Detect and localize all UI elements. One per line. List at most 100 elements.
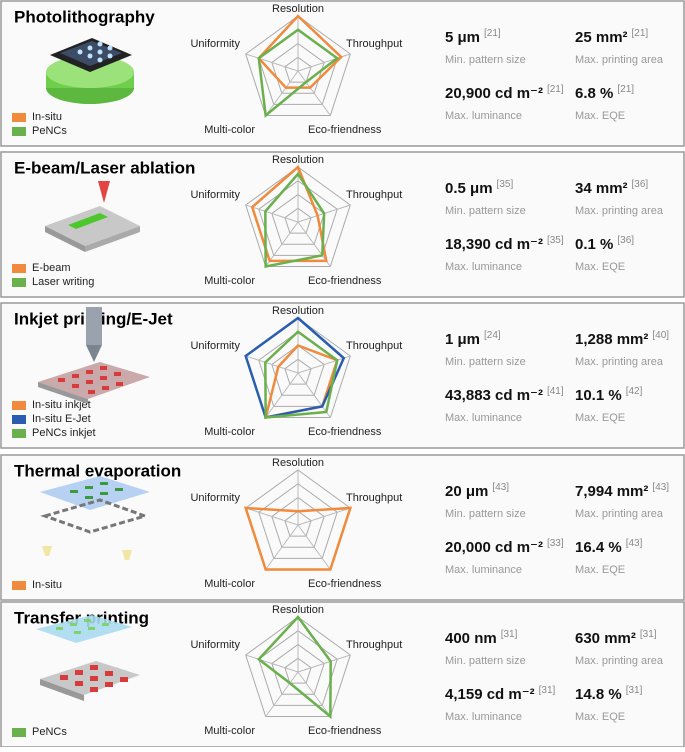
legend-label: Laser writing	[32, 276, 94, 288]
legend-label: In-situ	[32, 579, 62, 591]
axis-label: Uniformity	[190, 492, 240, 504]
axis-label: Eco-friendness	[308, 426, 382, 438]
axis-label: Eco-friendness	[308, 124, 382, 136]
axis-spoke	[297, 671, 331, 717]
legend-label: PeNCs	[32, 726, 67, 738]
axis-spoke	[297, 654, 351, 673]
metric-value: 0.1 % [36]	[575, 235, 634, 253]
illustration	[36, 615, 140, 701]
axis-label: Multi-color	[204, 124, 255, 136]
metric-label: Max. printing area	[575, 205, 664, 217]
grid-ring	[245, 616, 351, 717]
metric-ref: [42]	[626, 386, 643, 397]
metric-value: 43,883 cd m⁻² [41]	[445, 386, 564, 404]
metric-ref: [31]	[626, 685, 643, 696]
axis-spoke	[297, 70, 331, 116]
axis-spoke	[265, 70, 299, 116]
metric-number: 630 mm²	[575, 630, 636, 647]
metric-ref: [24]	[484, 330, 501, 341]
illustration	[38, 307, 150, 404]
grid-ring	[271, 496, 325, 548]
grid-ring	[245, 15, 351, 116]
metric-label: Max. luminance	[445, 261, 522, 273]
grid-ring	[271, 643, 325, 695]
metric-value: 1,288 mm² [40]	[575, 330, 669, 348]
legend-swatch	[12, 429, 26, 438]
axis-label: Multi-color	[204, 725, 255, 737]
metric-number: 5 μm	[445, 29, 480, 46]
grid-ring	[245, 166, 351, 267]
panel-title: Thermal evaporation	[14, 461, 181, 480]
metric-label: Max. EQE	[575, 110, 625, 122]
metric-value: 16.4 % [43]	[575, 538, 643, 556]
metric-value: 20 μm [43]	[445, 482, 509, 500]
radar-series	[257, 28, 340, 118]
metric-number: 43,883 cd m⁻²	[445, 387, 543, 404]
radar-series	[264, 330, 339, 419]
axis-spoke	[297, 524, 331, 570]
axis-label: Eco-friendness	[308, 725, 382, 737]
axis-spoke	[265, 671, 299, 717]
metric-ref: [21]	[547, 84, 564, 95]
metric-number: 0.1 %	[575, 236, 613, 253]
axis-label: Eco-friendness	[308, 275, 382, 287]
metric-ref: [43]	[652, 482, 669, 493]
axis-label: Throughput	[346, 492, 402, 504]
illustration	[46, 38, 134, 104]
axis-label: Throughput	[346, 340, 402, 352]
grid-ring	[271, 193, 325, 245]
metric-label: Max. EQE	[575, 261, 625, 273]
panel-title: E-beam/Laser ablation	[14, 158, 195, 177]
metric-value: 10.1 % [42]	[575, 386, 643, 404]
metric-label: Max. printing area	[575, 54, 664, 66]
illustration	[45, 181, 140, 252]
legend-swatch	[12, 264, 26, 273]
metric-label: Max. luminance	[445, 564, 522, 576]
metric-value: 7,994 mm² [43]	[575, 482, 669, 500]
radar-series	[256, 615, 332, 720]
axis-spoke	[245, 507, 299, 526]
metric-ref: [35]	[497, 179, 514, 190]
metric-ref: [36]	[632, 179, 649, 190]
axis-spoke	[265, 372, 299, 418]
metric-value: 1 μm [24]	[445, 330, 501, 348]
metric-label: Max. luminance	[445, 711, 522, 723]
axis-label: Uniformity	[190, 189, 240, 201]
metric-number: 14.8 %	[575, 686, 622, 703]
legend-swatch	[12, 401, 26, 410]
axis-spoke	[245, 204, 299, 223]
metric-value: 25 mm² [21]	[575, 28, 648, 46]
metric-number: 4,159 cd m⁻²	[445, 686, 535, 703]
metric-number: 1 μm	[445, 331, 480, 348]
metric-label: Max. printing area	[575, 356, 664, 368]
metric-ref: [31]	[501, 629, 518, 640]
axis-spoke	[245, 654, 299, 673]
illustration	[40, 476, 150, 560]
grid-ring	[271, 344, 325, 396]
metric-value: 20,900 cd m⁻² [21]	[445, 84, 564, 102]
metric-label: Max. printing area	[575, 508, 664, 520]
metric-number: 7,994 mm²	[575, 483, 648, 500]
axis-label: Uniformity	[190, 639, 240, 651]
legend-swatch	[12, 581, 26, 590]
grid-ring	[284, 510, 312, 537]
axis-spoke	[265, 524, 299, 570]
metric-label: Max. EQE	[575, 711, 625, 723]
metric-label: Min. pattern size	[445, 655, 526, 667]
metric-label: Max. luminance	[445, 412, 522, 424]
grid-ring	[284, 56, 312, 83]
legend-label: PeNCs inkjet	[32, 427, 96, 439]
metric-ref: [41]	[547, 386, 564, 397]
axis-label: Uniformity	[190, 38, 240, 50]
grid-ring	[258, 483, 338, 559]
axis-label: Resolution	[272, 154, 324, 166]
axis-label: Throughput	[346, 639, 402, 651]
axis-spoke	[297, 507, 351, 526]
metric-value: 6.8 % [21]	[575, 84, 634, 102]
metric-number: 34 mm²	[575, 180, 628, 197]
axis-label: Multi-color	[204, 578, 255, 590]
legend-swatch	[12, 127, 26, 136]
metric-value: 18,390 cd m⁻² [35]	[445, 235, 564, 253]
